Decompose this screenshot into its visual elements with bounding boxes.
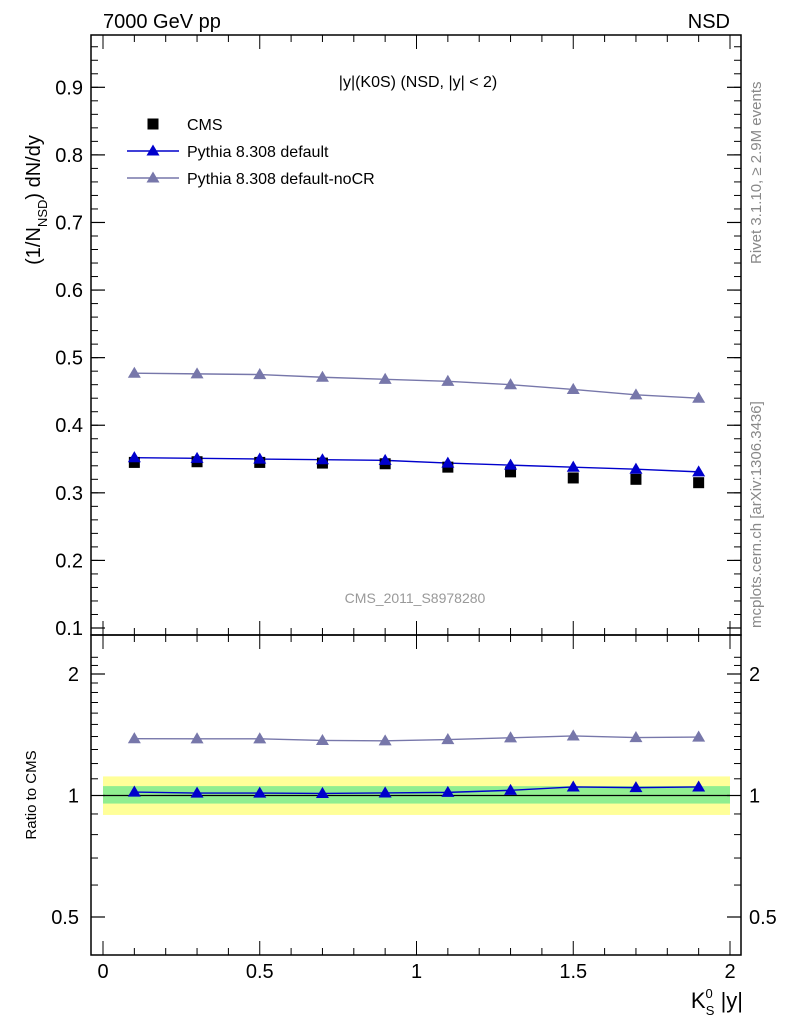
ratio-bands xyxy=(103,776,730,815)
pythia-nocr-point xyxy=(566,382,580,394)
x-axis-label: K0 S |y| xyxy=(691,986,743,1018)
ratio-y-tick-label-right: 1 xyxy=(749,786,760,808)
legend-marker xyxy=(146,171,160,183)
main-y-tick-label: 0.9 xyxy=(55,77,83,99)
pythia-nocr-point xyxy=(127,366,141,378)
ratio-default-point xyxy=(566,780,580,792)
pythia-nocr-point xyxy=(504,378,518,390)
main-series-line xyxy=(134,456,699,473)
ratio-panel: 0.5 0.5 1 1 2 2 0 0.5 1 1.5 2 xyxy=(51,634,777,983)
main-y-tick-label: 0.7 xyxy=(55,212,83,234)
main-y-tick-label: 0.8 xyxy=(55,145,83,167)
legend-marker-cms xyxy=(147,118,159,130)
cms-data-point xyxy=(567,472,579,484)
ratio-y-tick-label-right: 2 xyxy=(749,664,760,686)
ratio-default-point xyxy=(441,785,455,797)
x-tick-label: 1 xyxy=(411,961,422,983)
pythia-nocr-point xyxy=(378,372,392,384)
ratio-default-point xyxy=(190,786,204,798)
pythia-default-point xyxy=(504,458,518,470)
pythia-default-point xyxy=(629,462,643,474)
pythia-default-point xyxy=(127,451,141,463)
ratio-default-point xyxy=(315,786,329,798)
legend-label: Pythia 8.308 default-noCR xyxy=(187,171,375,188)
ratio-series-line xyxy=(134,735,699,742)
ratio-nocr-point xyxy=(190,732,204,744)
ratio-default-point xyxy=(378,786,392,798)
ratio-default-point xyxy=(253,786,267,798)
cms-data-point xyxy=(693,477,705,489)
main-y-tick-label: 0.6 xyxy=(55,280,83,302)
main-ylabel: (1/NNSD) dN/dy xyxy=(23,135,50,265)
ratio-nocr-point xyxy=(378,734,392,746)
x-tick-label: 2 xyxy=(724,961,735,983)
pythia-default-point xyxy=(692,465,706,477)
ratio-series xyxy=(127,729,706,798)
main-axis-ticks: 0.1 0.2 0.3 0.4 0.5 0.6 0.7 0.8 0.9 xyxy=(55,35,741,640)
ratio-default-point xyxy=(127,785,141,797)
x-tick-label: 0 xyxy=(97,961,108,983)
plot-title: |y|(K0S) (NSD, |y| < 2) xyxy=(339,74,497,91)
x-tick-label: 0.5 xyxy=(246,961,274,983)
pythia-nocr-point xyxy=(253,368,267,380)
ratio-nocr-point xyxy=(692,730,706,742)
pythia-default-point xyxy=(253,452,267,464)
cms-data-point xyxy=(128,456,140,468)
ratio-default-point xyxy=(629,781,643,793)
ratio-y-tick-label: 0.5 xyxy=(51,907,79,929)
ratio-nocr-point xyxy=(504,731,518,743)
pythia-nocr-point xyxy=(692,391,706,403)
ratio-y-tick-label-right: 0.5 xyxy=(749,907,777,929)
ratio-nocr-point xyxy=(629,731,643,743)
main-y-tick-label: 0.2 xyxy=(55,550,83,572)
ratio-nocr-point xyxy=(441,733,455,745)
pythia-default-point xyxy=(566,460,580,472)
pythia-nocr-point xyxy=(629,388,643,400)
ratio-nocr-point xyxy=(253,732,267,744)
main-y-tick-label: 0.5 xyxy=(55,348,83,370)
pythia-nocr-point xyxy=(315,370,329,382)
side-label-events: Rivet 3.1.10, ≥ 2.9M events xyxy=(748,82,765,265)
ratio-y-tick-label: 1 xyxy=(68,786,79,808)
ratio-default-point xyxy=(692,780,706,792)
ratio-y-tick-label: 2 xyxy=(68,664,79,686)
ratio-series-line xyxy=(134,786,699,795)
pythia-nocr-point xyxy=(441,374,455,386)
legend: CMS Pythia 8.308 default Pythia 8.308 defa… xyxy=(127,117,375,188)
main-y-tick-label: 0.3 xyxy=(55,483,83,505)
main-panel: 0.1 0.2 0.3 0.4 0.5 0.6 0.7 0.8 0.9 |y|(K0S) (NS… xyxy=(55,34,742,640)
main-series-line xyxy=(134,372,699,399)
main-series xyxy=(127,366,706,489)
cms-data-point xyxy=(630,473,642,485)
pythia-nocr-point xyxy=(190,367,204,379)
ratio-nocr-point xyxy=(315,733,329,745)
legend-label: CMS xyxy=(187,117,223,134)
pythia-default-point xyxy=(190,451,204,463)
ratio-ylabel: Ratio to CMS xyxy=(23,750,40,839)
side-label-mcplots: mcplots.cern.ch [arXiv:1306.3436] xyxy=(748,401,765,628)
ratio-nocr-point xyxy=(127,732,141,744)
legend-marker xyxy=(146,144,160,156)
header-left: 7000 GeV pp xyxy=(103,11,221,33)
main-y-tick-label: 0.1 xyxy=(55,618,83,640)
ratio-default-point xyxy=(504,783,518,795)
pythia-default-point xyxy=(315,453,329,465)
legend-label: Pythia 8.308 default xyxy=(187,144,329,161)
watermark: CMS_2011_S8978280 xyxy=(345,590,486,606)
cms-data-point xyxy=(505,466,517,478)
header-right: NSD xyxy=(688,11,730,33)
x-tick-label: 1.5 xyxy=(559,961,587,983)
pythia-default-point xyxy=(378,453,392,465)
main-y-tick-label: 0.4 xyxy=(55,415,83,437)
ratio-nocr-point xyxy=(566,729,580,741)
ratio-axis-ticks: 0.5 0.5 1 1 2 2 0 0.5 1 1.5 2 xyxy=(51,635,777,983)
pythia-default-point xyxy=(441,456,455,468)
